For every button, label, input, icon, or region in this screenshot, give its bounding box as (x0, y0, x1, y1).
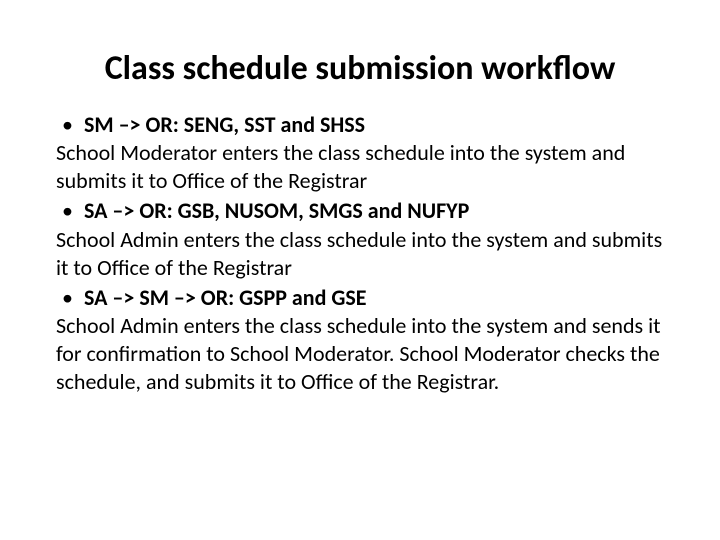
bullet-text: SM –> OR: SENG, SST and SHSS (84, 111, 664, 139)
body-text: School Admin enters the class schedule i… (56, 226, 664, 282)
bullet-icon: • (56, 197, 84, 225)
bullet-bold: SENG, SST and SHSS (184, 111, 365, 138)
content-area: • SM –> OR: SENG, SST and SHSS School Mo… (56, 111, 664, 397)
body-text: School Moderator enters the class schedu… (56, 139, 664, 195)
bullet-bold: GSB, NUSOM, SMGS and NUFYP (178, 197, 470, 224)
bullet-icon: • (56, 111, 84, 139)
bullet-item: • SM –> OR: SENG, SST and SHSS (56, 111, 664, 139)
bullet-prefix: SM –> OR: (84, 111, 184, 138)
bullet-prefix: SA –> OR: (84, 197, 178, 224)
bullet-bold: GSPP and GSE (239, 284, 366, 311)
bullet-icon: • (56, 284, 84, 312)
bullet-item: • SA –> OR: GSB, NUSOM, SMGS and NUFYP (56, 197, 664, 225)
page-title: Class schedule submission workflow (56, 48, 664, 89)
bullet-item: • SA –> SM –> OR: GSPP and GSE (56, 284, 664, 312)
body-text: School Admin enters the class schedule i… (56, 312, 664, 396)
bullet-text: SA –> OR: GSB, NUSOM, SMGS and NUFYP (84, 197, 664, 225)
bullet-text: SA –> SM –> OR: GSPP and GSE (84, 284, 664, 312)
bullet-prefix: SA –> SM –> OR: (84, 284, 239, 311)
